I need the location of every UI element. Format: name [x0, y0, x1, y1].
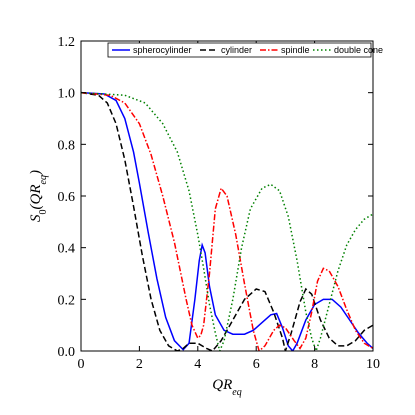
legend-label: spherocylinder — [133, 45, 192, 55]
y-axis-label-close: ) — [28, 170, 44, 176]
series-line-spindle — [81, 91, 373, 351]
series-line-cylinder — [81, 91, 373, 351]
x-tick-label: 6 — [253, 357, 260, 372]
y-tick-label: 0.0 — [58, 345, 76, 360]
series-line-spherocylinder — [81, 91, 373, 351]
y-tick-label: 0.4 — [58, 242, 76, 257]
x-tick-label: 10 — [366, 357, 380, 372]
y-axis-label-sub1: eq — [38, 175, 49, 184]
series-line-double-cone — [81, 91, 373, 351]
legend-label: cylinder — [221, 45, 252, 55]
series-layer — [81, 91, 373, 351]
y-tick-label: 0.6 — [58, 190, 76, 205]
x-tick-label: 0 — [78, 357, 85, 372]
x-axis-label-sub: eq — [232, 387, 241, 398]
y-axis-label-main: S — [28, 214, 44, 222]
x-tick-label: 8 — [311, 357, 318, 372]
x-tick-label: 2 — [136, 357, 143, 372]
legend: spherocylinder cylinder spindle double cone — [107, 42, 383, 58]
y-axis-label: S0(QReq) — [28, 170, 49, 222]
legend-label: double cone — [334, 45, 383, 55]
legend-label: spindle — [281, 45, 310, 55]
y-axis-label-sub0: 0 — [38, 209, 49, 214]
legend-box — [107, 42, 372, 58]
y-tick-label: 0.8 — [58, 138, 76, 153]
x-axis-label: QReq — [212, 377, 241, 398]
y-axis-label-open: (QR — [28, 184, 44, 209]
x-tick-label: 4 — [194, 357, 201, 372]
x-axis-label-main: QR — [212, 377, 232, 393]
y-tick-label: 0.2 — [58, 293, 76, 308]
y-tick-label: 1.2 — [58, 35, 76, 50]
y-tick-label: 1.0 — [58, 87, 76, 102]
